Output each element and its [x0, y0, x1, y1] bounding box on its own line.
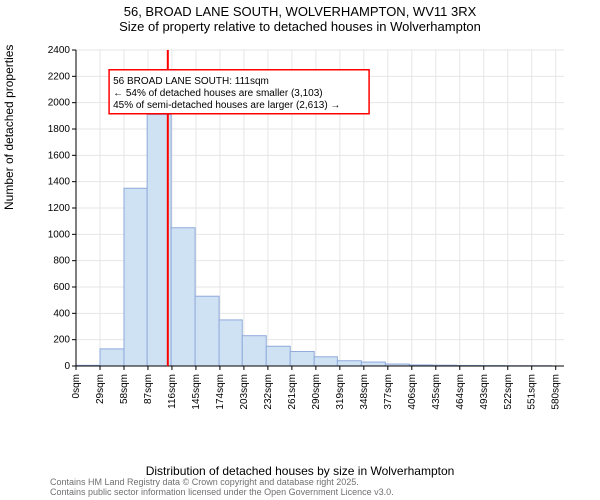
svg-text:58sqm: 58sqm — [119, 374, 130, 404]
svg-text:0: 0 — [64, 361, 70, 372]
svg-text:400: 400 — [53, 308, 70, 319]
chart-area: 0 200 400 600 800 1000 1200 1400 1600 1800 2000 220… — [48, 44, 570, 420]
svg-text:2200: 2200 — [48, 71, 70, 82]
svg-text:← 54% of detached houses are s: ← 54% of detached houses are smaller (3,… — [113, 88, 323, 99]
svg-text:1200: 1200 — [48, 203, 70, 214]
svg-text:600: 600 — [53, 282, 70, 293]
svg-text:232sqm: 232sqm — [263, 374, 274, 410]
title-address: 56, BROAD LANE SOUTH, WOLVERHAMPTON, WV1… — [0, 4, 600, 19]
footer-line2: Contains public sector information licen… — [50, 488, 394, 498]
svg-text:522sqm: 522sqm — [503, 374, 514, 410]
svg-text:464sqm: 464sqm — [455, 374, 466, 410]
histogram-svg: 0 200 400 600 800 1000 1200 1400 1600 1800 2000 220… — [48, 44, 570, 420]
svg-text:551sqm: 551sqm — [527, 374, 538, 410]
svg-text:116sqm: 116sqm — [167, 374, 178, 409]
svg-text:87sqm: 87sqm — [143, 374, 154, 404]
title-block: 56, BROAD LANE SOUTH, WOLVERHAMPTON, WV1… — [0, 0, 600, 34]
svg-text:29sqm: 29sqm — [95, 374, 106, 404]
title-subtitle: Size of property relative to detached ho… — [0, 19, 600, 34]
svg-text:200: 200 — [53, 335, 70, 346]
svg-text:319sqm: 319sqm — [335, 374, 346, 410]
svg-text:145sqm: 145sqm — [191, 374, 202, 410]
svg-text:2400: 2400 — [48, 45, 70, 56]
svg-text:1600: 1600 — [48, 150, 70, 161]
svg-text:261sqm: 261sqm — [287, 374, 298, 410]
attribution-footer: Contains HM Land Registry data © Crown c… — [50, 478, 394, 498]
svg-text:290sqm: 290sqm — [311, 374, 322, 410]
svg-text:174sqm: 174sqm — [215, 374, 226, 410]
svg-text:493sqm: 493sqm — [479, 374, 490, 410]
svg-text:2000: 2000 — [48, 98, 70, 109]
svg-text:435sqm: 435sqm — [431, 374, 442, 410]
x-axis-label: Distribution of detached houses by size … — [0, 464, 600, 478]
svg-text:56 BROAD LANE SOUTH: 111sqm: 56 BROAD LANE SOUTH: 111sqm — [113, 76, 269, 87]
svg-text:203sqm: 203sqm — [239, 374, 250, 410]
svg-text:1000: 1000 — [48, 229, 70, 240]
svg-text:800: 800 — [53, 256, 70, 267]
svg-text:348sqm: 348sqm — [359, 374, 370, 410]
svg-text:406sqm: 406sqm — [407, 374, 418, 410]
svg-text:45% of semi-detached houses ar: 45% of semi-detached houses are larger (… — [113, 100, 340, 111]
svg-text:1400: 1400 — [48, 177, 70, 188]
chart-container: 56, BROAD LANE SOUTH, WOLVERHAMPTON, WV1… — [0, 0, 600, 500]
svg-text:377sqm: 377sqm — [383, 374, 394, 410]
svg-text:580sqm: 580sqm — [551, 374, 562, 410]
svg-text:1800: 1800 — [48, 124, 70, 135]
y-axis-label: Number of detached properties — [2, 45, 16, 210]
svg-text:0sqm: 0sqm — [71, 374, 82, 398]
